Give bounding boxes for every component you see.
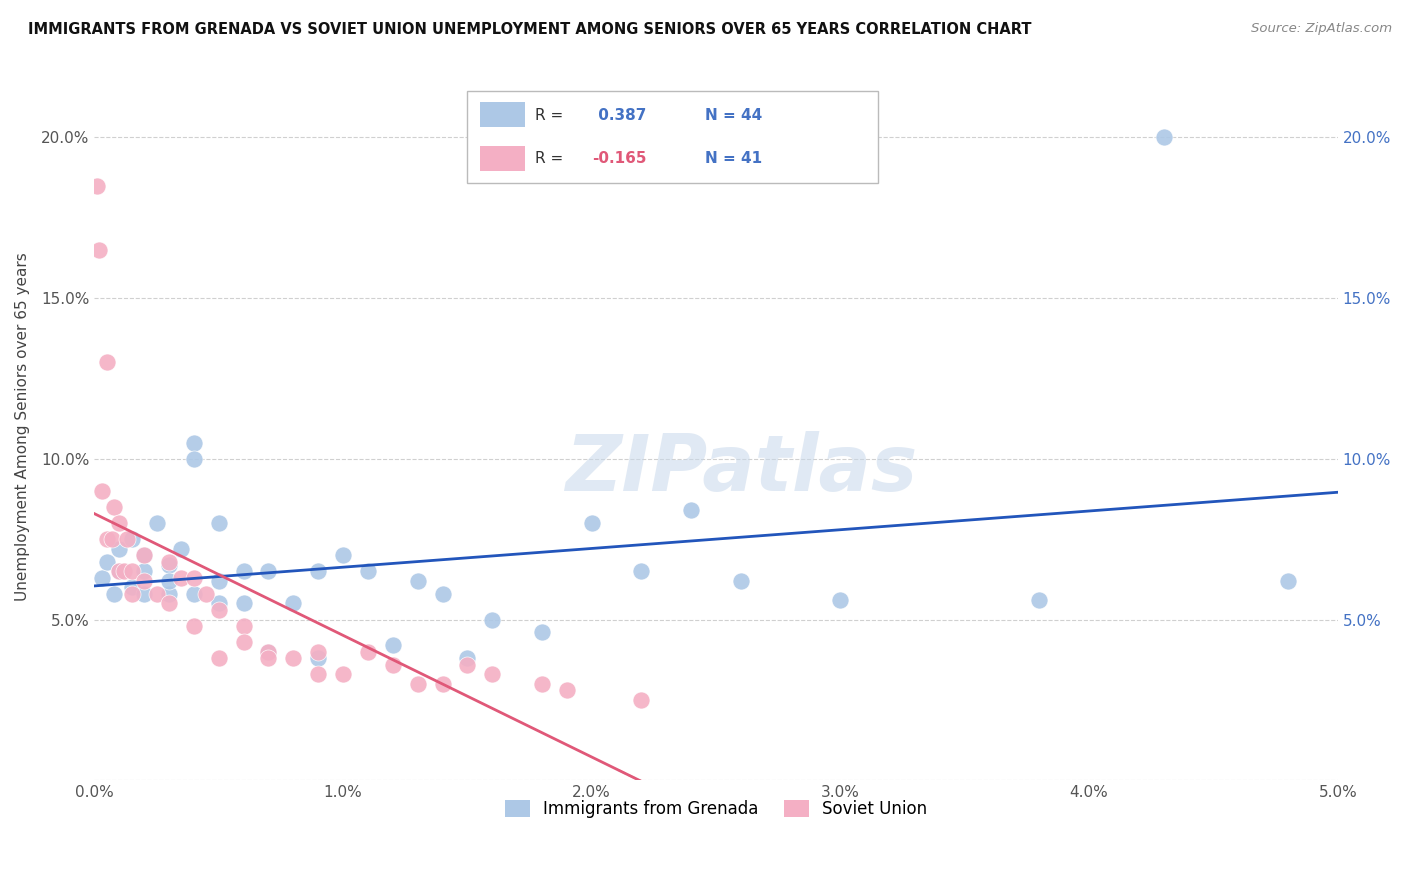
Point	[103, 587, 125, 601]
Point	[630, 564, 652, 578]
Point	[208, 651, 231, 665]
Point	[406, 677, 429, 691]
Text: Source: ZipAtlas.com: Source: ZipAtlas.com	[1251, 22, 1392, 36]
Point	[555, 683, 578, 698]
Point	[307, 564, 329, 578]
Point	[530, 625, 553, 640]
Point	[157, 574, 180, 588]
Point	[406, 574, 429, 588]
Point	[183, 619, 205, 633]
Point	[208, 597, 231, 611]
Point	[357, 645, 380, 659]
Text: ZIPatlas: ZIPatlas	[565, 431, 917, 507]
Point	[208, 603, 231, 617]
Point	[100, 532, 122, 546]
Point	[307, 645, 329, 659]
Point	[121, 532, 143, 546]
Point	[121, 581, 143, 595]
Point	[232, 635, 254, 649]
Point	[96, 555, 118, 569]
Point	[115, 532, 138, 546]
Point	[157, 587, 180, 601]
Point	[208, 574, 231, 588]
Point	[381, 638, 404, 652]
Point	[1277, 574, 1299, 588]
Point	[432, 587, 454, 601]
Point	[208, 516, 231, 530]
Point	[830, 593, 852, 607]
Point	[307, 651, 329, 665]
Point	[730, 574, 752, 588]
Point	[332, 667, 354, 681]
Point	[90, 483, 112, 498]
Point	[96, 532, 118, 546]
Point	[108, 564, 131, 578]
Point	[108, 516, 131, 530]
Point	[132, 587, 155, 601]
Point	[157, 558, 180, 572]
Point	[257, 645, 280, 659]
Point	[170, 541, 193, 556]
Point	[381, 657, 404, 672]
Point	[357, 564, 380, 578]
Point	[307, 667, 329, 681]
Legend: Immigrants from Grenada, Soviet Union: Immigrants from Grenada, Soviet Union	[498, 794, 934, 825]
Point	[108, 564, 131, 578]
Point	[96, 355, 118, 369]
Point	[183, 571, 205, 585]
Point	[183, 587, 205, 601]
Point	[145, 516, 167, 530]
Point	[183, 451, 205, 466]
Point	[132, 564, 155, 578]
Point	[145, 587, 167, 601]
Point	[103, 500, 125, 514]
Point	[157, 555, 180, 569]
Point	[157, 597, 180, 611]
Point	[183, 435, 205, 450]
Point	[86, 178, 108, 193]
Point	[90, 571, 112, 585]
Point	[108, 541, 131, 556]
Point	[481, 613, 503, 627]
Point	[257, 645, 280, 659]
Point	[170, 571, 193, 585]
Point	[232, 619, 254, 633]
Point	[257, 564, 280, 578]
Point	[132, 548, 155, 562]
Point	[121, 587, 143, 601]
Point	[89, 243, 111, 257]
Point	[283, 651, 305, 665]
Point	[530, 677, 553, 691]
Text: IMMIGRANTS FROM GRENADA VS SOVIET UNION UNEMPLOYMENT AMONG SENIORS OVER 65 YEARS: IMMIGRANTS FROM GRENADA VS SOVIET UNION …	[28, 22, 1032, 37]
Point	[432, 677, 454, 691]
Point	[283, 597, 305, 611]
Point	[132, 574, 155, 588]
Point	[232, 564, 254, 578]
Y-axis label: Unemployment Among Seniors over 65 years: Unemployment Among Seniors over 65 years	[15, 252, 30, 601]
Point	[121, 564, 143, 578]
Point	[481, 667, 503, 681]
Point	[1028, 593, 1050, 607]
Point	[112, 564, 135, 578]
Point	[257, 651, 280, 665]
Point	[630, 693, 652, 707]
Point	[1153, 130, 1175, 145]
Point	[456, 651, 478, 665]
Point	[581, 516, 603, 530]
Point	[195, 587, 218, 601]
Point	[132, 548, 155, 562]
Point	[681, 503, 703, 517]
Point	[232, 597, 254, 611]
Point	[456, 657, 478, 672]
Point	[332, 548, 354, 562]
